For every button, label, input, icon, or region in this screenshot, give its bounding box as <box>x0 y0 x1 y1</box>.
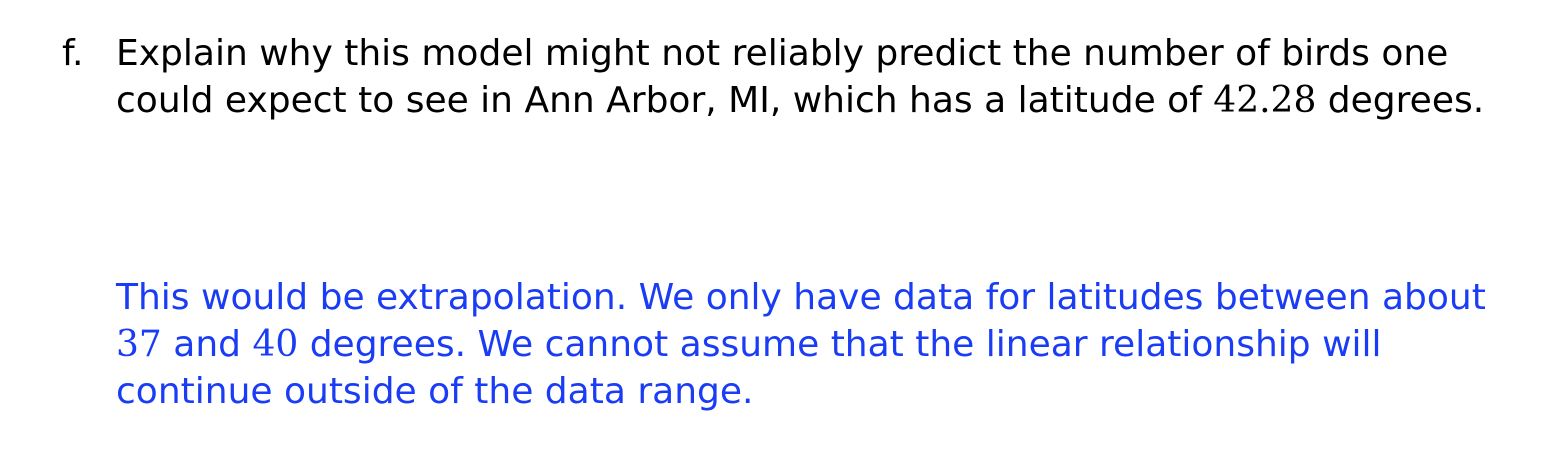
answer-text: This would be extrapolation. We only hav… <box>116 274 1536 415</box>
latitude-low-value: 37 <box>116 324 162 365</box>
latitude-high-value: 40 <box>252 324 299 365</box>
latitude-value: 42.28 <box>1213 80 1317 121</box>
question-marker: f. <box>62 33 84 74</box>
question-text: Explain why this model might not reliabl… <box>116 30 1516 124</box>
answer-part-2: and <box>161 324 253 365</box>
question-f: f. Explain why this model might not reli… <box>62 30 1522 124</box>
answer-part-1: This would be extrapolation. We only hav… <box>116 277 1486 318</box>
answer-part-3: degrees. We cannot assume that the linea… <box>116 324 1382 412</box>
question-text-after: degrees. <box>1316 80 1485 121</box>
question-text-before: Explain why this model might not reliabl… <box>116 33 1449 121</box>
